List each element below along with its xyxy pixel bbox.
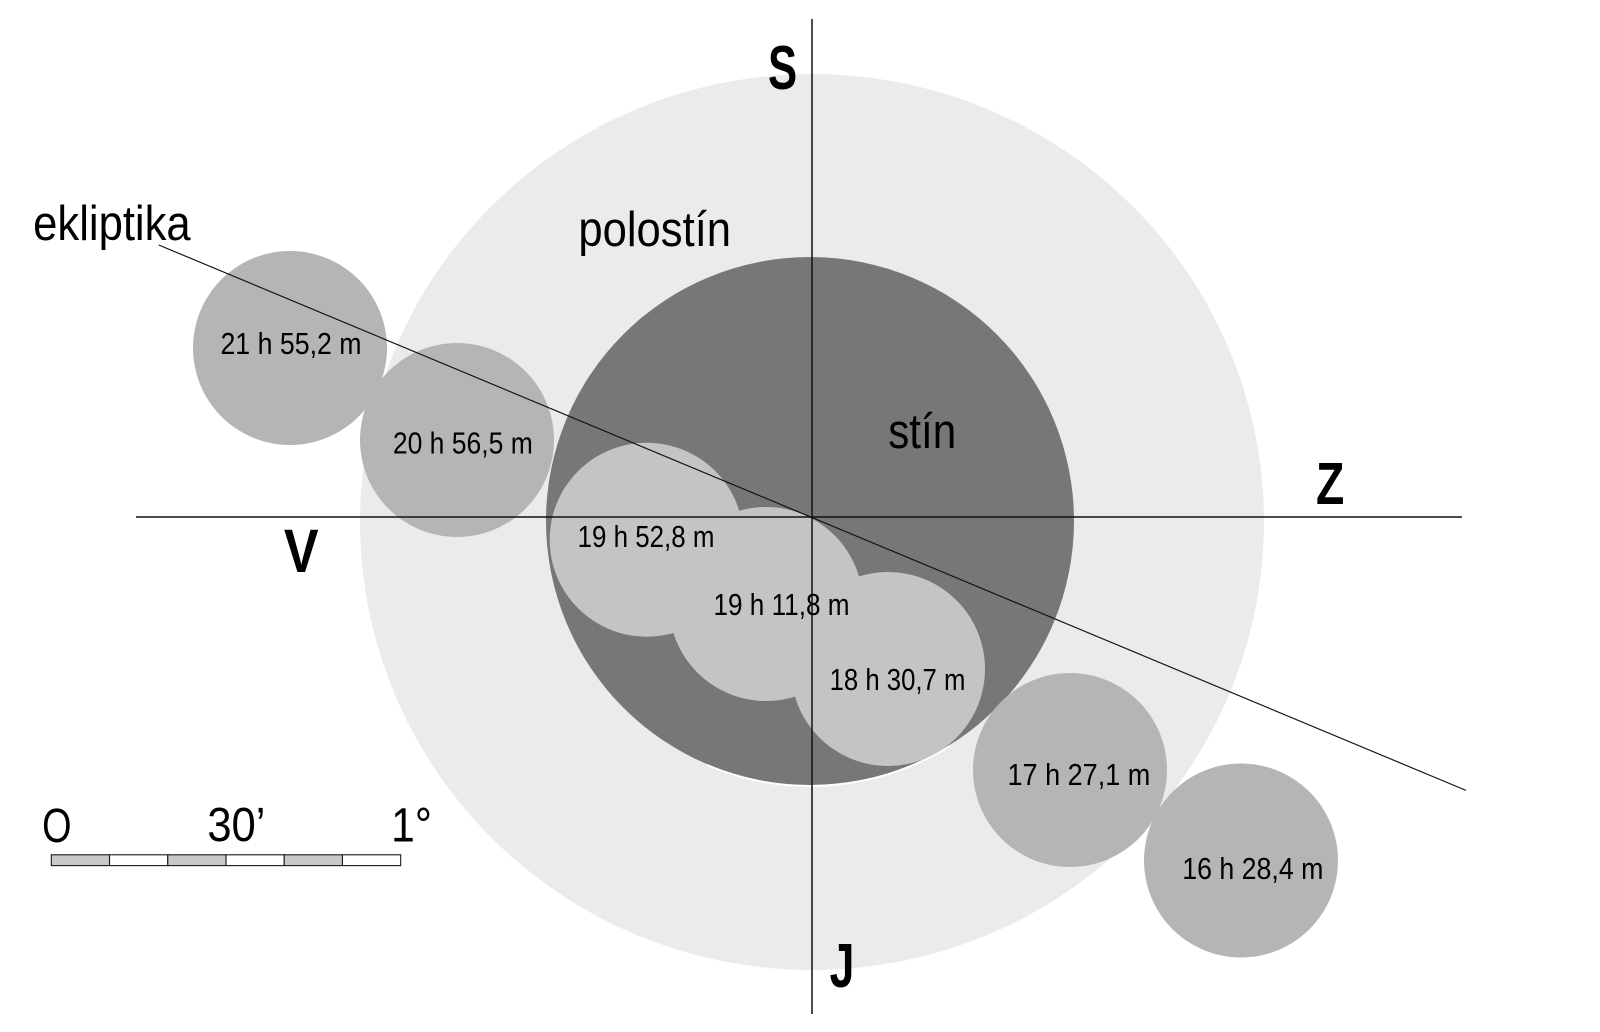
svg-text:19 h 11,8 m: 19 h 11,8 m — [713, 588, 849, 623]
svg-text:ekliptika: ekliptika — [33, 196, 191, 251]
svg-text:J: J — [830, 932, 855, 1001]
svg-text:30’: 30’ — [207, 797, 265, 852]
svg-text:stín: stín — [888, 403, 956, 459]
svg-text:Z: Z — [1316, 452, 1344, 518]
svg-text:polostín: polostín — [578, 202, 731, 257]
svg-text:17 h 27,1 m: 17 h 27,1 m — [1007, 758, 1150, 792]
svg-text:S: S — [768, 34, 797, 103]
svg-text:1°: 1° — [391, 798, 432, 852]
svg-text:18 h 30,7 m: 18 h 30,7 m — [830, 663, 966, 698]
svg-text:16 h 28,4 m: 16 h 28,4 m — [1182, 852, 1323, 886]
svg-text:20 h 56,5 m: 20 h 56,5 m — [393, 426, 533, 460]
svg-text:V: V — [284, 518, 319, 586]
svg-text:21 h 55,2 m: 21 h 55,2 m — [220, 327, 361, 361]
svg-text:O: O — [42, 800, 71, 854]
svg-text:19 h 52,8 m: 19 h 52,8 m — [578, 520, 715, 555]
